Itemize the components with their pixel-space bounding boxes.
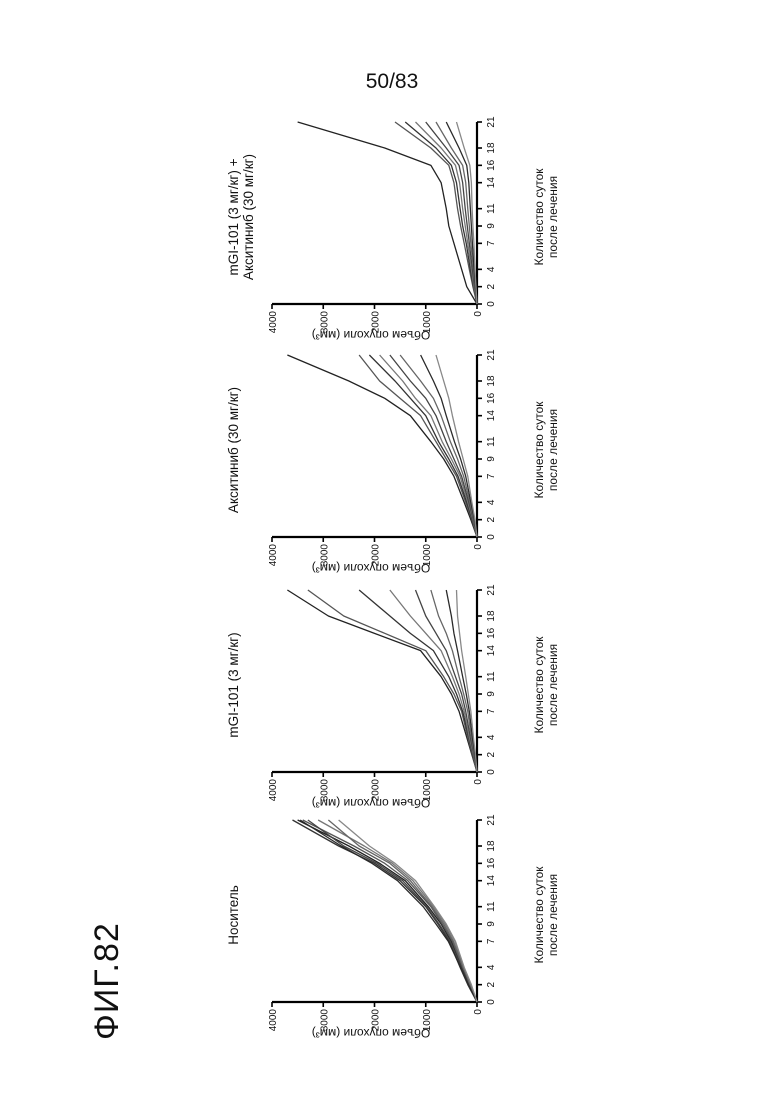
x-tick-label: 16 [486,857,497,869]
x-tick-label: 18 [486,840,497,852]
x-tick-label: 21 [486,349,497,361]
x-tick-label: 7 [486,473,497,479]
series-line [426,122,477,304]
y-axis-label: Объем опухоли (мм³) [266,561,476,575]
x-tick-label: 9 [486,921,497,927]
x-tick-label: 21 [486,116,497,128]
x-tick-label: 2 [486,981,497,987]
chart-plot: 01000200030004000024791114161821 [262,112,512,322]
series-line [287,590,477,772]
x-tick-label: 2 [486,283,497,289]
y-tick-label: 0 [473,544,484,550]
x-axis-label: Количество суток после лечения [532,810,560,1020]
x-tick-label: 16 [486,627,497,639]
series-line [359,590,477,772]
x-tick-label: 16 [486,392,497,404]
series-line [369,355,477,537]
chart-panel-mgi101: mGI-101 (3 мг/кг) 0100020003000400002479… [262,580,512,790]
x-axis-label: Количество суток после лечения [532,345,560,555]
x-tick-label: 0 [486,534,497,540]
series-line [308,820,477,1002]
chart-panel-vehicle: Носитель 0100020003000400002479111416182… [262,810,512,1020]
x-tick-label: 18 [486,610,497,622]
x-tick-label: 9 [486,456,497,462]
page-number: 50/83 [360,70,424,94]
x-tick-label: 11 [486,901,497,912]
x-tick-label: 21 [486,814,497,826]
series-line [303,820,477,1002]
x-tick-label: 18 [486,142,497,154]
series-line [293,820,478,1002]
x-tick-label: 9 [486,223,497,229]
x-tick-label: 11 [486,203,497,214]
chart-panel-axitinib: Акситиниб (30 мг/кг) 0100020003000400002… [262,345,512,555]
series-line [300,820,477,1002]
x-tick-label: 9 [486,691,497,697]
chart-title: mGI-101 (3 мг/кг) [226,580,241,790]
x-tick-label: 2 [486,516,497,522]
x-tick-label: 14 [486,410,497,422]
y-axis-label: Объем опухоли (мм³) [266,1026,476,1040]
series-line [298,122,477,304]
figure-label: ФИГ.82 [88,922,127,1040]
x-tick-label: 7 [486,708,497,714]
chart-title: Акситиниб (30 мг/кг) [226,345,241,555]
x-axis-label: Количество суток после лечения [532,580,560,790]
x-tick-label: 4 [486,964,497,970]
chart-plot: 01000200030004000024791114161821 [262,345,512,555]
x-tick-label: 7 [486,938,497,944]
x-tick-label: 0 [486,301,497,307]
y-axis-label: Объем опухоли (мм³) [266,328,476,342]
x-tick-label: 4 [486,734,497,740]
y-tick-label: 0 [473,311,484,317]
x-tick-label: 21 [486,584,497,596]
x-axis-label: Количество суток после лечения [532,112,560,322]
x-tick-label: 18 [486,375,497,387]
x-tick-label: 0 [486,769,497,775]
series-line [380,355,477,537]
chart-title: mGI-101 (3 мг/кг) + Акситиниб (30 мг/кг) [226,112,256,322]
x-tick-label: 11 [486,436,497,447]
y-tick-label: 0 [473,1009,484,1015]
x-tick-label: 2 [486,751,497,757]
series-line [339,820,477,1002]
x-tick-label: 7 [486,240,497,246]
chart-plot: 01000200030004000024791114161821 [262,580,512,790]
y-axis-label: Объем опухоли (мм³) [266,796,476,810]
y-tick-label: 0 [473,779,484,785]
chart-title: Носитель [226,810,241,1020]
x-tick-label: 0 [486,999,497,1005]
series-line [298,820,477,1002]
x-tick-label: 11 [486,671,497,682]
chart-plot: 01000200030004000024791114161821 [262,810,512,1020]
chart-panel-combination: mGI-101 (3 мг/кг) + Акситиниб (30 мг/кг)… [262,112,512,322]
x-tick-label: 16 [486,159,497,171]
x-tick-label: 14 [486,177,497,189]
x-tick-label: 4 [486,266,497,272]
x-tick-label: 4 [486,499,497,505]
x-tick-label: 14 [486,875,497,887]
x-tick-label: 14 [486,645,497,657]
